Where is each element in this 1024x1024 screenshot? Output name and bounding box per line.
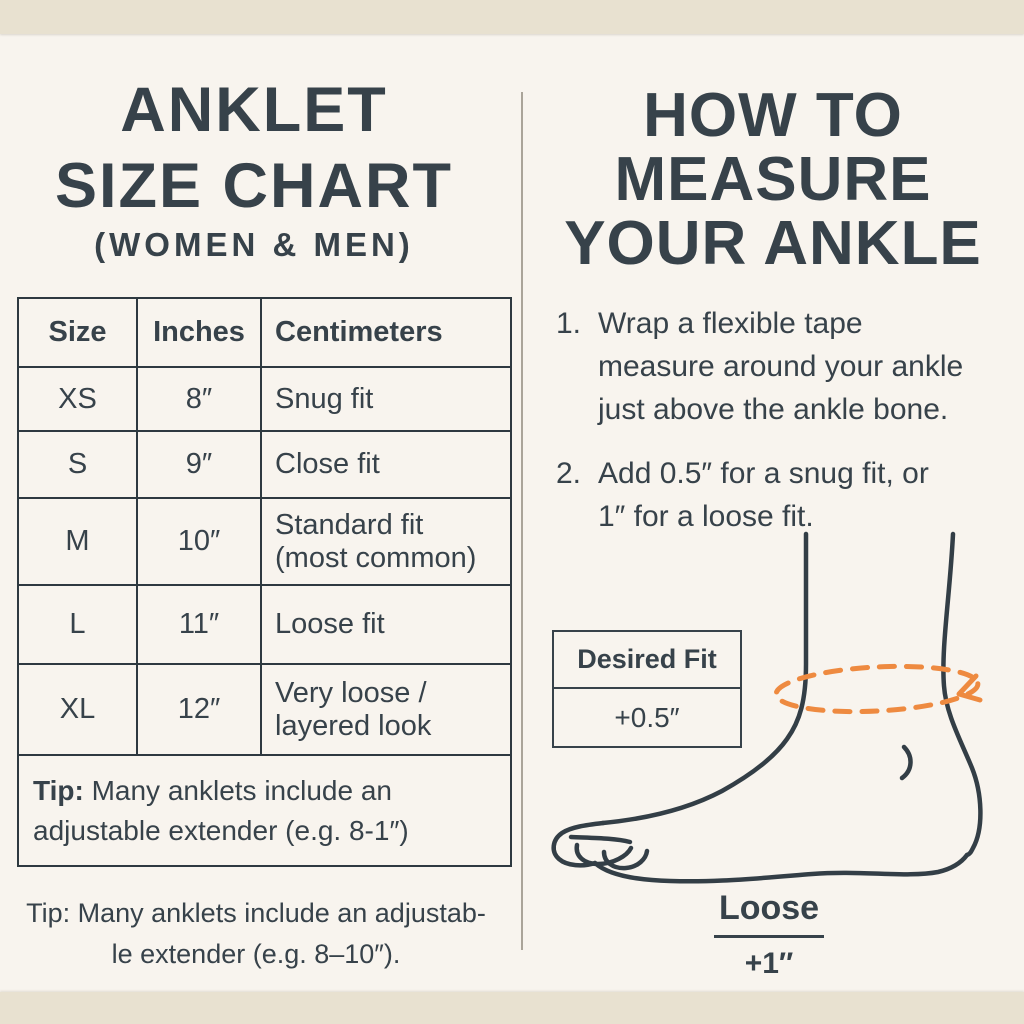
table-tip: Tip: Many anklets include an adjustable …: [17, 754, 512, 867]
anklet-size-table: Size Inches Centimeters XS 8″ Snug fit S…: [17, 297, 512, 867]
foot-outline-left-leg: [600, 531, 809, 826]
cell-inches: 9″: [136, 430, 262, 499]
footnote-tip: Tip: Many anklets include an adjustab- l…: [0, 893, 512, 975]
tape-arrow-icon: [956, 673, 983, 703]
step-2-number: 2.: [556, 457, 582, 490]
step-1: 1. Wrap a flexible tape measure around y…: [556, 302, 1018, 431]
right-title-line3: YOUR ANKLE: [564, 209, 982, 278]
loose-fit-label: Loose +1″: [669, 889, 869, 981]
loose-title: Loose: [713, 889, 825, 938]
right-title: HOW TO MEASURE YOUR ANKLE: [524, 84, 1022, 276]
cell-inches: 12″: [136, 663, 262, 756]
cell-size: S: [17, 430, 138, 499]
step-2: 2. Add 0.5″ for a snug fit, or 1″ for a …: [556, 452, 1018, 538]
instructions-list: 1. Wrap a flexible tape measure around y…: [556, 302, 1018, 559]
left-title-line1: ANKLET: [120, 75, 388, 145]
step-1-number: 1.: [556, 307, 582, 340]
col-header-size: Size: [17, 297, 138, 368]
tip-label: Tip:: [33, 774, 84, 806]
footnote-line1: Tip: Many anklets include an adjustab-: [26, 898, 486, 928]
loose-value: +1″: [744, 947, 794, 980]
measuring-tape-ellipse: [773, 663, 981, 715]
table-row: XL 12″ Very loose / layered look: [17, 663, 512, 756]
foot-outline-right-leg: [941, 531, 983, 858]
cell-size: L: [17, 584, 138, 665]
cell-inches: 8″: [136, 366, 262, 432]
cell-inches: 10″: [136, 497, 262, 586]
foot-toe-3: [601, 848, 650, 871]
foot-big-toe: [551, 820, 606, 868]
tip-text-line2: adjustable extender (e.g. 8-1″): [33, 814, 409, 846]
foot-ankle-illustration: [551, 531, 983, 884]
foot-sole: [592, 852, 970, 884]
right-title-line2: MEASURE: [614, 145, 932, 214]
column-divider: [521, 92, 523, 950]
desired-fit-label: Desired Fit: [554, 632, 740, 689]
cell-fit: Standard fit (most common): [260, 497, 512, 586]
table-tip-row: Tip: Many anklets include an adjustable …: [17, 754, 512, 867]
bottom-band: [0, 992, 1024, 1024]
cell-inches: 11″: [136, 584, 262, 665]
foot-toe-line: [568, 834, 633, 845]
cell-fit: Close fit: [260, 430, 512, 499]
table-header-row: Size Inches Centimeters: [17, 297, 512, 368]
cell-fit: Very loose / layered look: [260, 663, 512, 756]
desired-fit-box: Desired Fit +0.5″: [552, 630, 742, 748]
left-subtitle: (WOMEN & MEN): [94, 226, 414, 263]
desired-fit-value: +0.5″: [614, 702, 680, 733]
cell-size: XS: [17, 366, 138, 432]
left-title: ANKLET SIZE CHART: [0, 72, 508, 224]
cell-size: M: [17, 497, 138, 586]
cell-fit: Snug fit: [260, 366, 512, 432]
table-row: XS 8″ Snug fit: [17, 366, 512, 432]
footnote-line2: le extender (e.g. 8–10″).: [111, 939, 401, 969]
top-band: [0, 0, 1024, 34]
col-header-centimeters: Centimeters: [260, 297, 512, 368]
right-title-line1: HOW TO: [643, 81, 903, 150]
table-row: M 10″ Standard fit (most common): [17, 497, 512, 586]
table-row: S 9″ Close fit: [17, 430, 512, 499]
step-1-text: Wrap a flexible tape measure around your…: [598, 307, 964, 426]
cell-size: XL: [17, 663, 138, 756]
step-2-text: Add 0.5″ for a snug fit, or 1″ for a loo…: [598, 457, 929, 533]
table-row: L 11″ Loose fit: [17, 584, 512, 665]
left-title-line2: SIZE CHART: [55, 151, 453, 221]
cell-fit: Loose fit: [260, 584, 512, 665]
ankle-bone-mark: [899, 744, 913, 781]
tip-text-line1: Many anklets include an: [83, 774, 392, 806]
col-header-inches: Inches: [136, 297, 262, 368]
